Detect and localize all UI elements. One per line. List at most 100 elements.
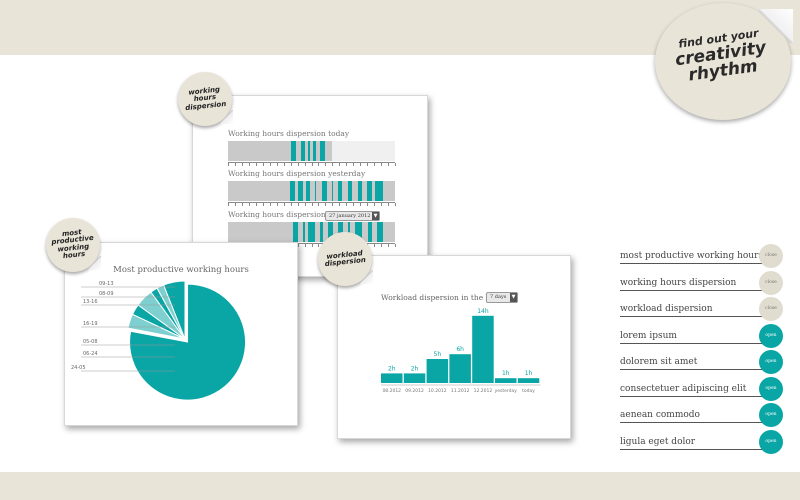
chevron-down-icon: ▼ bbox=[372, 212, 379, 220]
sticker-curl-icon bbox=[87, 256, 101, 270]
hours-segment bbox=[331, 181, 334, 201]
tick-mark bbox=[311, 163, 313, 166]
bar-value-label: 1h bbox=[525, 370, 533, 377]
bottom-band bbox=[0, 472, 800, 500]
close-badge[interactable]: close bbox=[759, 297, 783, 321]
legend-item[interactable]: dolorem sit amet open bbox=[620, 350, 783, 374]
workload-bar bbox=[381, 373, 403, 383]
working-hours-sticker[interactable]: working hours dispersion bbox=[178, 72, 233, 126]
tick-mark bbox=[269, 163, 271, 166]
bar-category-label: 12.2012 bbox=[474, 388, 493, 394]
tick-mark bbox=[290, 203, 292, 206]
tick-mark bbox=[381, 203, 383, 206]
period-select[interactable]: 7 days ▼ bbox=[486, 292, 518, 303]
legend-item-label: consectetuer adipiscing elit bbox=[620, 383, 747, 394]
workload-sticker[interactable]: workload dispersion bbox=[318, 232, 373, 286]
pie-label: 16-19 bbox=[83, 321, 98, 327]
hours-today-ticks bbox=[228, 162, 396, 170]
close-badge[interactable]: close bbox=[759, 270, 783, 295]
sticker-curl-icon bbox=[359, 270, 373, 284]
bar-category-label: today bbox=[522, 388, 535, 394]
productive-hours-sticker[interactable]: most productive working hours bbox=[46, 218, 101, 272]
legend-item[interactable]: consectetuer adipiscing elit open bbox=[620, 376, 783, 401]
legend-item[interactable]: working hours dispersion close bbox=[620, 270, 783, 295]
tick-mark bbox=[255, 163, 257, 166]
bar-value-label: 2h bbox=[388, 365, 396, 372]
hours-segment bbox=[321, 181, 327, 201]
legend-item-label: dolorem sit amet bbox=[620, 357, 698, 367]
hours-segment bbox=[314, 181, 317, 201]
hours-segment bbox=[291, 141, 297, 161]
creativity-rhythm-sticker[interactable]: find out your creativity rhythm bbox=[655, 3, 793, 120]
tick-mark bbox=[297, 163, 299, 166]
tick-mark bbox=[395, 244, 396, 247]
tick-mark bbox=[381, 163, 383, 166]
workload-chart: 2h 08.2012 2h 09.2012 5h 10.2012 6h 11.2012 14h 1… bbox=[381, 308, 541, 394]
bar-category-label: yesterday bbox=[495, 388, 518, 394]
tick-mark bbox=[262, 163, 264, 166]
legend-item[interactable]: workload dispersion close bbox=[620, 297, 783, 321]
bar-value-label: 5h bbox=[434, 351, 442, 358]
legend-item[interactable]: lorem ipsum open bbox=[620, 323, 783, 348]
tick-mark bbox=[374, 163, 376, 166]
tick-mark bbox=[353, 163, 355, 166]
tick-mark bbox=[381, 244, 383, 247]
bar-category-label: 10.2012 bbox=[428, 388, 447, 394]
hours-segment bbox=[376, 222, 384, 242]
tick-mark bbox=[255, 203, 257, 206]
tick-mark bbox=[388, 244, 390, 247]
tick-mark bbox=[241, 203, 243, 206]
open-badge[interactable]: open bbox=[759, 403, 783, 427]
open-badge[interactable]: open bbox=[759, 350, 783, 374]
tick-mark bbox=[297, 244, 299, 247]
legend-item[interactable]: aenean commodo open bbox=[620, 403, 783, 427]
hours-segment bbox=[366, 181, 372, 201]
tick-mark bbox=[353, 203, 355, 206]
tick-mark bbox=[318, 163, 320, 166]
pie-label: 08-09 bbox=[99, 291, 114, 297]
sticker-title: find out your creativity rhythm bbox=[673, 26, 768, 86]
legend-item[interactable]: most productive working hours close bbox=[620, 244, 783, 268]
open-badge[interactable]: open bbox=[759, 429, 783, 454]
legend-underline bbox=[620, 395, 768, 397]
legend-underline bbox=[620, 289, 768, 291]
hours-today-label: Working hours dispersion today bbox=[228, 129, 350, 138]
bar-value-label: 2h bbox=[411, 365, 419, 372]
hours-segment bbox=[338, 181, 342, 201]
hours-segment bbox=[319, 141, 325, 161]
date-select[interactable]: 27 january 2012 ▼ bbox=[325, 211, 380, 221]
tick-mark bbox=[325, 203, 327, 206]
legend-underline bbox=[620, 448, 768, 450]
hours-segment bbox=[306, 181, 310, 201]
tick-mark bbox=[374, 203, 376, 206]
hours-on-label: Working hours dispersion on bbox=[228, 210, 338, 219]
hours-yesterday-ticks bbox=[228, 202, 396, 210]
hours-segment bbox=[328, 222, 334, 242]
hours-bar-empty bbox=[331, 141, 395, 161]
pie-label: 13-16 bbox=[83, 299, 98, 305]
tick-mark bbox=[276, 203, 278, 206]
hours-segment bbox=[368, 222, 372, 242]
legend-item[interactable]: ligula eget dolor open bbox=[620, 429, 783, 454]
tick-mark bbox=[304, 244, 306, 247]
bar-value-label: 6h bbox=[456, 346, 464, 353]
tick-mark bbox=[360, 203, 362, 206]
legend-underline bbox=[620, 316, 768, 317]
tick-mark bbox=[346, 203, 348, 206]
hours-on-bar bbox=[228, 222, 395, 242]
pie-label: 24-05 bbox=[71, 365, 86, 371]
legend-item-label: aenean commodo bbox=[620, 410, 700, 420]
legend-underline bbox=[620, 369, 768, 370]
tick-mark bbox=[228, 163, 229, 166]
tick-mark bbox=[339, 163, 341, 166]
tick-mark bbox=[332, 203, 334, 206]
open-badge[interactable]: open bbox=[759, 323, 783, 348]
legend-underline bbox=[620, 263, 768, 264]
tick-mark bbox=[283, 163, 285, 166]
tick-mark bbox=[297, 203, 299, 206]
open-badge[interactable]: open bbox=[759, 376, 783, 401]
close-badge[interactable]: close bbox=[759, 244, 783, 268]
hours-segment bbox=[293, 222, 299, 242]
chevron-down-icon: ▼ bbox=[510, 293, 517, 302]
